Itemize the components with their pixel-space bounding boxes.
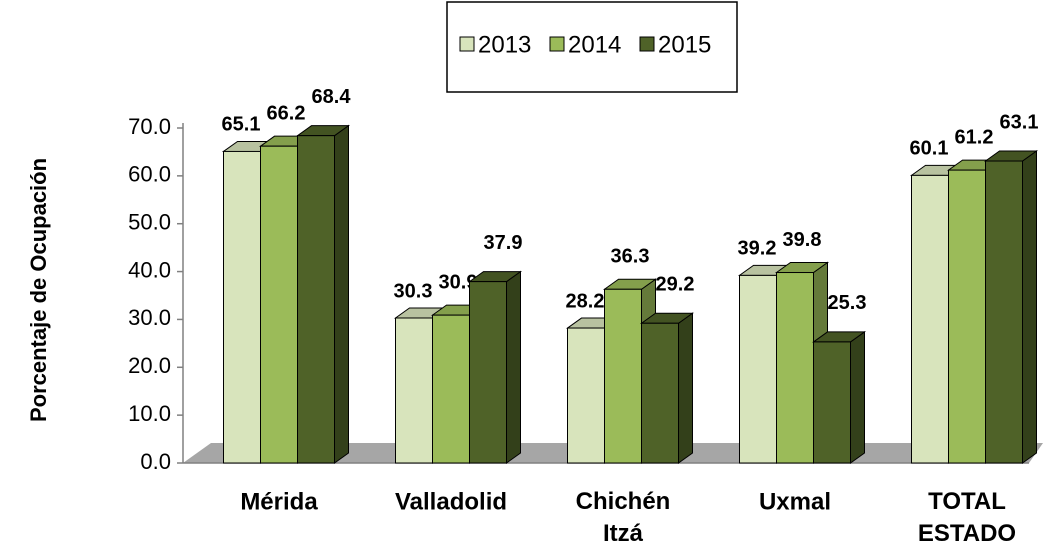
value-label: 36.3 — [611, 246, 650, 268]
bar-front — [395, 317, 433, 464]
legend-swatch — [639, 36, 655, 52]
legend-box — [446, 1, 738, 93]
value-label: 37.9 — [484, 232, 523, 254]
bar-front — [604, 288, 642, 464]
bar-front — [469, 281, 507, 464]
y-tick-label: 10.0 — [128, 401, 171, 426]
x-tick-label: TOTAL ESTADO — [918, 488, 1016, 547]
bar — [983, 150, 1039, 464]
bar-front — [432, 314, 470, 464]
value-label: 28.2 — [566, 290, 605, 312]
legend-label: 2013 — [478, 31, 531, 58]
bar-side — [334, 124, 349, 464]
legend-swatch — [549, 36, 565, 52]
bar — [811, 330, 867, 464]
bar-front — [948, 169, 986, 464]
bar-front — [985, 160, 1023, 464]
y-tick-label: 20.0 — [128, 353, 171, 378]
y-tick-label: 30.0 — [128, 305, 171, 330]
y-tick-label: 50.0 — [128, 210, 171, 235]
bar-front — [223, 150, 261, 464]
legend-label: 2014 — [568, 31, 621, 58]
bar-side — [1022, 150, 1037, 464]
bar-side — [850, 330, 865, 464]
bar-front — [911, 174, 949, 464]
value-label: 63.1 — [1000, 111, 1039, 133]
value-label: 30.9 — [439, 271, 478, 293]
bar-front — [739, 274, 777, 464]
value-label: 68.4 — [312, 86, 352, 108]
bar-front — [813, 341, 851, 464]
legend-swatch — [459, 36, 475, 52]
value-label: 66.2 — [267, 102, 306, 124]
value-label: 29.2 — [656, 274, 695, 296]
value-label: 30.3 — [394, 280, 433, 302]
value-label: 39.8 — [783, 229, 822, 251]
value-label: 61.2 — [955, 126, 994, 148]
legend-label: 2015 — [658, 31, 711, 58]
bar — [295, 124, 351, 464]
bar — [639, 312, 695, 464]
bar-side — [678, 312, 693, 464]
bar-front — [567, 327, 605, 464]
value-label: 60.1 — [910, 138, 949, 160]
y-tick-label: 0.0 — [140, 449, 171, 474]
bar-front — [776, 272, 814, 464]
value-label: 65.1 — [222, 114, 261, 136]
y-tick-label: 70.0 — [128, 114, 171, 139]
bar — [467, 270, 523, 464]
bar-front — [641, 322, 679, 464]
bar-side — [506, 270, 521, 464]
y-tick-label: 40.0 — [128, 257, 171, 282]
bar-front — [260, 145, 298, 464]
x-tick-label: Valladolid — [395, 488, 507, 515]
y-tick-label: 60.0 — [128, 162, 171, 187]
bar-front — [297, 135, 335, 464]
y-axis-title: Porcentaje de Ocupación — [26, 158, 51, 422]
x-tick-label: Mérida — [240, 488, 318, 515]
value-label: 39.2 — [738, 238, 777, 260]
x-tick-label: Uxmal — [759, 488, 831, 515]
x-tick-label: Chichén Itzá — [576, 488, 671, 547]
value-label: 25.3 — [828, 292, 867, 314]
